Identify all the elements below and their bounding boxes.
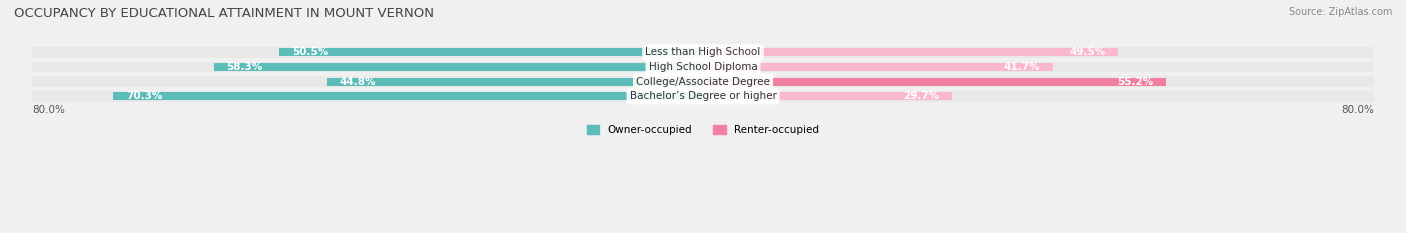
Bar bbox=[32, 76, 703, 87]
Text: 49.5%: 49.5% bbox=[1070, 48, 1105, 58]
Bar bbox=[112, 92, 703, 100]
Bar bbox=[703, 47, 1374, 58]
Text: 80.0%: 80.0% bbox=[32, 106, 65, 116]
Bar bbox=[214, 63, 703, 71]
Text: OCCUPANCY BY EDUCATIONAL ATTAINMENT IN MOUNT VERNON: OCCUPANCY BY EDUCATIONAL ATTAINMENT IN M… bbox=[14, 7, 434, 20]
Bar bbox=[280, 48, 703, 56]
Text: Less than High School: Less than High School bbox=[645, 48, 761, 58]
Bar bbox=[703, 76, 1374, 87]
Bar bbox=[703, 62, 1374, 72]
Text: 80.0%: 80.0% bbox=[1341, 106, 1374, 116]
Legend: Owner-occupied, Renter-occupied: Owner-occupied, Renter-occupied bbox=[586, 125, 820, 135]
Text: 29.7%: 29.7% bbox=[903, 91, 939, 101]
Text: 44.8%: 44.8% bbox=[340, 77, 377, 87]
Text: High School Diploma: High School Diploma bbox=[648, 62, 758, 72]
Bar bbox=[703, 48, 1118, 56]
Bar bbox=[703, 92, 952, 100]
Bar bbox=[32, 91, 703, 102]
Text: 41.7%: 41.7% bbox=[1004, 62, 1040, 72]
Bar bbox=[703, 91, 1374, 102]
Text: College/Associate Degree: College/Associate Degree bbox=[636, 77, 770, 87]
Bar bbox=[703, 63, 1053, 71]
Text: 55.2%: 55.2% bbox=[1118, 77, 1153, 87]
Text: 58.3%: 58.3% bbox=[226, 62, 263, 72]
Bar bbox=[328, 78, 703, 86]
Text: 50.5%: 50.5% bbox=[292, 48, 328, 58]
Bar bbox=[32, 62, 703, 72]
Bar bbox=[32, 47, 703, 58]
Text: Bachelor’s Degree or higher: Bachelor’s Degree or higher bbox=[630, 91, 776, 101]
Bar bbox=[703, 78, 1166, 86]
Text: 70.3%: 70.3% bbox=[125, 91, 162, 101]
Text: Source: ZipAtlas.com: Source: ZipAtlas.com bbox=[1288, 7, 1392, 17]
